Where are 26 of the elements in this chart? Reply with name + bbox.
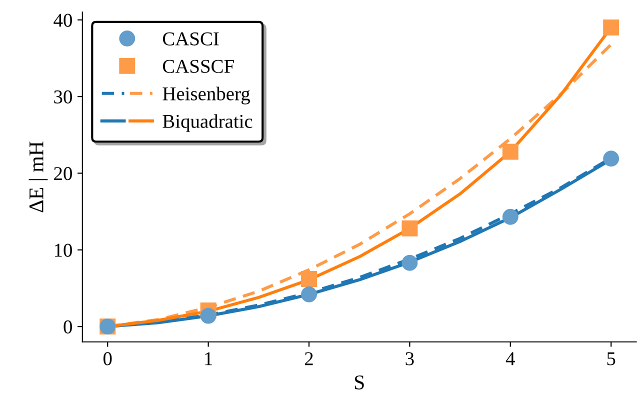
- y-tick-label: 20: [54, 167, 72, 180]
- y-axis-title: ΔE | mH: [28, 142, 48, 212]
- y-tick-label: 10: [54, 244, 72, 257]
- y-tick-label: 0: [64, 320, 72, 334]
- point: [402, 254, 418, 271]
- point: [502, 144, 518, 160]
- point: [502, 208, 518, 225]
- point: [301, 271, 317, 287]
- x-tick-label: 1: [205, 352, 212, 366]
- y-tick-label: 30: [54, 90, 72, 104]
- point: [603, 20, 620, 36]
- legend-label: CASCI: [162, 32, 219, 46]
- x-tick-label: 3: [406, 352, 414, 366]
- y-tick-label: 40: [54, 14, 72, 27]
- legend-label: CASSCF: [162, 60, 234, 73]
- point: [402, 220, 418, 236]
- legend-label: Heisenberg: [162, 86, 250, 104]
- point: [603, 150, 620, 167]
- x-tick-label: 0: [103, 352, 112, 366]
- x-tick-label: 5: [607, 352, 616, 366]
- x-axis-title: S: [354, 375, 364, 390]
- point: [200, 308, 216, 324]
- x-tick-label: 2: [304, 352, 313, 366]
- point: [301, 286, 317, 302]
- x-tick-label: 4: [506, 352, 515, 366]
- legend-label: Biquadratic: [162, 114, 252, 132]
